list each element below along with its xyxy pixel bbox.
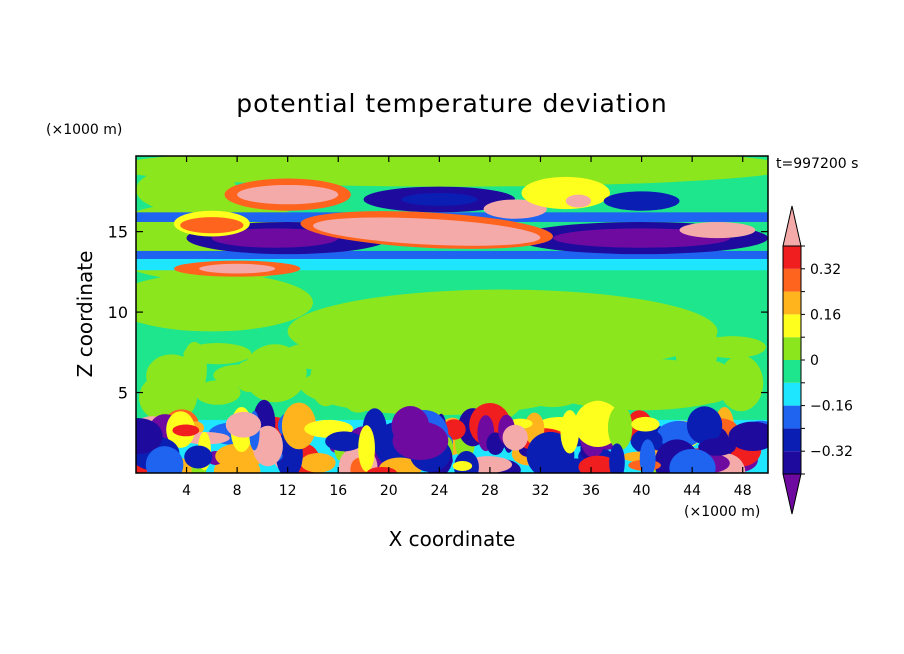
plot-frame: [135, 155, 769, 474]
positive-patch: [136, 167, 238, 213]
contour-field: [136, 156, 768, 473]
colorbar-band: [783, 360, 801, 383]
chart-title: potential temperature deviation: [236, 89, 667, 118]
colorbar-band: [783, 314, 801, 338]
colorbar-band: [783, 337, 801, 360]
extreme-positive-region: [199, 263, 276, 274]
colorbar-tick-label: −0.16: [810, 399, 853, 415]
negative-band: [136, 258, 768, 271]
x-tick-label: 36: [582, 483, 600, 499]
x-axis-label: X coordinate: [389, 527, 516, 551]
x-tick-label: 8: [233, 483, 242, 499]
boundary-layer-cell: [281, 402, 317, 450]
extreme-negative-region: [211, 228, 339, 248]
y-axis: 5 10 15: [108, 223, 768, 403]
extreme-positive-region: [565, 194, 592, 208]
extreme-positive-region: [679, 221, 756, 239]
negative-region: [603, 191, 680, 211]
positive-patch: [698, 336, 766, 359]
colorbar-band: [783, 451, 801, 474]
positive-patch: [364, 329, 429, 400]
colorbar-tick-label: 0.32: [810, 262, 841, 278]
boundary-layer-cell: [669, 448, 716, 473]
colorbar: −0.32 −0.16 0 0.16 0.32: [782, 205, 853, 515]
boundary-layer-cell: [698, 438, 736, 456]
colorbar-over-arrow: [782, 205, 802, 247]
x-unit-label: (×1000 m): [684, 504, 760, 520]
colorbar-band: [783, 382, 801, 406]
boundary-layer-cell: [631, 416, 660, 432]
boundary-layer-cell: [252, 425, 283, 467]
x-tick-label: 24: [430, 483, 448, 499]
colorbar-tick-label: 0: [810, 353, 819, 369]
colorbar-band: [783, 428, 801, 452]
colorbar-band: [783, 268, 801, 292]
colorbar-band: [783, 246, 801, 269]
positive-patch: [243, 344, 307, 403]
extreme-negative-region: [392, 421, 449, 461]
positive-patch: [136, 273, 313, 332]
boundary-layer-cell: [358, 425, 375, 472]
positive-region: [180, 217, 244, 234]
y-tick-label: 10: [108, 303, 128, 322]
positive-patch: [680, 338, 716, 363]
extreme-positive-region: [502, 424, 528, 451]
x-tick-label: 4: [182, 483, 191, 499]
colorbar-under-arrow: [782, 473, 802, 515]
x-tick-label: 48: [734, 483, 752, 499]
boundary-layer-cell: [639, 439, 656, 473]
y-tick-label: 5: [118, 384, 128, 403]
x-tick-label: 32: [532, 483, 550, 499]
extreme-positive-region: [225, 411, 262, 438]
boundary-layer-cell: [172, 424, 200, 437]
boundary-layer-cell: [145, 446, 184, 473]
colorbar-tick-label: −0.32: [810, 444, 853, 460]
boundary-layer-cell: [452, 461, 473, 471]
positive-region: [521, 176, 610, 210]
extreme-positive-region: [483, 199, 547, 219]
time-label: t=997200 s: [776, 156, 858, 172]
y-axis-label: Z coordinate: [73, 251, 97, 378]
positive-patch: [146, 354, 197, 398]
positive-patch: [310, 353, 342, 407]
boundary-layer-cell: [578, 455, 619, 473]
x-axis: 4 8 12 16 20 24 28 32 36 40 44 48: [182, 156, 752, 499]
boundary-layer-cell: [300, 452, 336, 473]
extreme-positive-region: [237, 184, 339, 205]
colorbar-tick-label: 0.16: [810, 307, 841, 323]
boundary-layer-cell: [609, 443, 625, 473]
boundary-layer-cell: [607, 405, 633, 451]
x-tick-label: 16: [329, 483, 347, 499]
colorbar-band: [783, 291, 801, 315]
boundary-layer-cell: [686, 406, 723, 445]
x-tick-label: 20: [380, 483, 398, 499]
x-tick-label: 40: [633, 483, 651, 499]
x-tick-label: 28: [481, 483, 499, 499]
negative-region: [401, 193, 478, 206]
boundary-layer-cell: [325, 431, 363, 452]
positive-patch: [194, 380, 241, 405]
positive-patch: [540, 358, 743, 411]
boundary-layer-cell: [560, 410, 580, 454]
boundary-layer-cell: [215, 443, 265, 469]
negative-band: [136, 250, 768, 259]
y-unit-label: (×1000 m): [46, 122, 122, 138]
x-tick-label: 12: [279, 483, 297, 499]
positive-patch: [431, 345, 486, 376]
extreme-positive-region: [313, 217, 541, 246]
boundary-layer-cell: [728, 421, 768, 451]
colorbar-band: [783, 405, 801, 429]
y-tick-label: 15: [108, 223, 128, 242]
plot-area: [136, 156, 768, 473]
x-tick-label: 44: [683, 483, 701, 499]
boundary-layer-cell: [136, 418, 163, 454]
boundary-layer-cell: [184, 445, 213, 469]
boundary-layer-cell: [581, 400, 615, 447]
